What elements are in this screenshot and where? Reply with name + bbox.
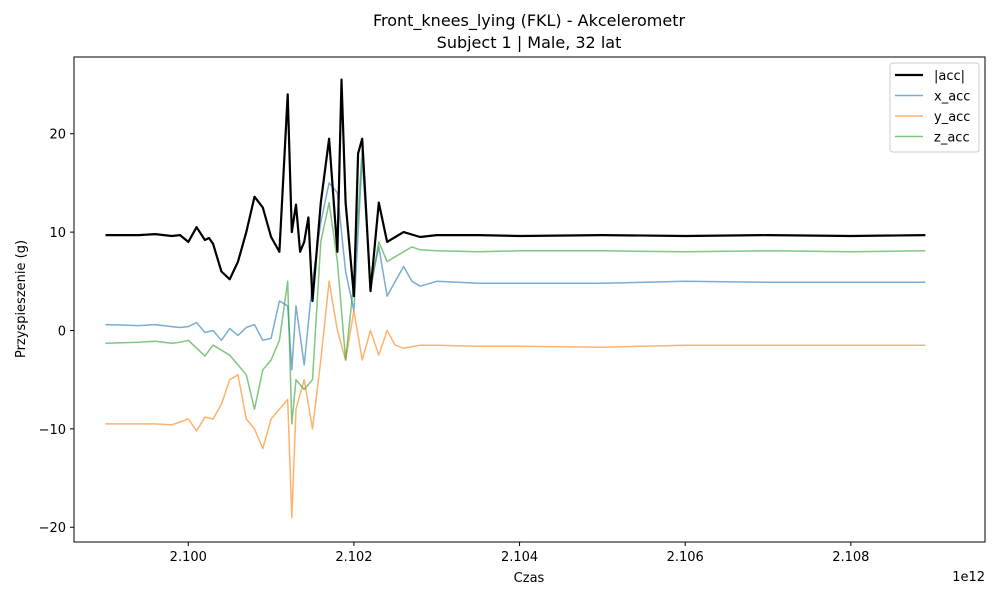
y-tick-label: −20 [39, 521, 66, 536]
x-axis: 2.100 2.102 2.104 2.106 2.108 [170, 542, 869, 565]
series-line-y_acc [105, 280, 926, 519]
x-axis-label: Czas [514, 571, 545, 586]
y-tick-label: 20 [49, 128, 66, 143]
x-axis-offset-label: 1e12 [952, 570, 985, 585]
series-line-acc-magnitude [105, 78, 926, 303]
legend-label: z_acc [934, 131, 970, 146]
chart-title: Front_knees_lying (FKL) - Akcelerometr [373, 11, 686, 31]
x-tick-label: 2.108 [832, 550, 869, 565]
x-tick-label: 2.104 [501, 550, 538, 565]
legend-label: x_acc [934, 90, 970, 105]
plot-area-frame [73, 56, 986, 543]
y-tick-label: 0 [58, 324, 66, 339]
legend: |acc| x_acc y_acc z_acc [889, 62, 980, 153]
x-tick-label: 2.106 [667, 550, 704, 565]
series-line-z_acc [105, 147, 926, 425]
legend-label: |acc| [934, 69, 965, 84]
series-line-x_acc [105, 157, 926, 371]
legend-frame [889, 62, 980, 153]
y-axis: −20 −10 0 10 20 [39, 128, 74, 536]
y-axis-label: Przyspieszenie (g) [14, 240, 29, 358]
legend-label: y_acc [934, 110, 970, 125]
y-tick-label: 10 [49, 226, 66, 241]
x-tick-label: 2.100 [170, 550, 207, 565]
chart-subtitle: Subject 1 | Male, 32 lat [437, 33, 622, 52]
y-tick-label: −10 [39, 423, 66, 438]
plot-lines [105, 78, 926, 519]
x-tick-label: 2.102 [335, 550, 372, 565]
